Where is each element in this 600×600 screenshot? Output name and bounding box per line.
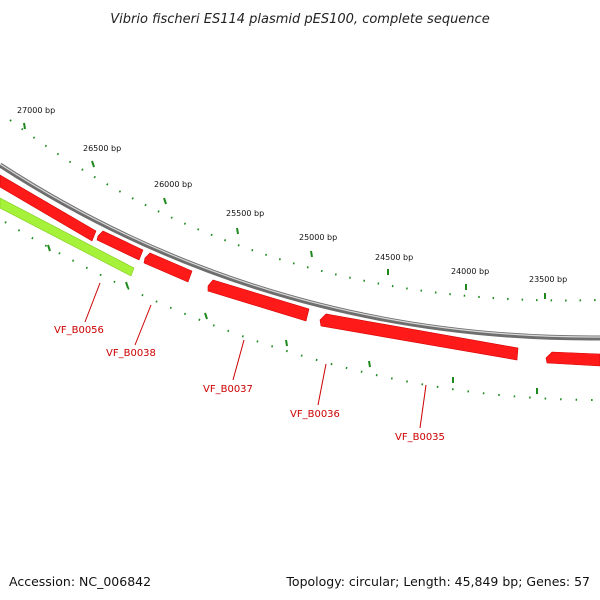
tick-label: 24500 bp (375, 253, 413, 262)
tick-label: 26000 bp (154, 180, 192, 189)
leader-line (134, 304, 152, 346)
inner-major-tick (125, 281, 129, 289)
tick-label: 25000 bp (299, 233, 337, 242)
gene-arrow-green (0, 197, 135, 277)
major-tick (236, 227, 239, 235)
gene-label: VF_B0038 (106, 348, 156, 359)
map-title: Vibrio fischeri ES114 plasmid pES100, co… (110, 12, 489, 27)
inner-major-ticks (47, 244, 538, 394)
tick-label: 27000 bp (17, 106, 55, 115)
leader-line (317, 363, 327, 406)
gene-label: VF_B0035 (395, 432, 445, 443)
gene-arrow (545, 351, 600, 367)
leader-line (419, 384, 427, 429)
gene-arrows (0, 174, 600, 367)
accession-text: Accession: NC_006842 (9, 574, 151, 589)
gene-label: VF_B0036 (290, 409, 340, 420)
outer-tick-ring (9, 119, 600, 302)
gene-arrow (143, 252, 193, 283)
major-tick (91, 160, 95, 168)
tick-label: 26500 bp (83, 144, 121, 153)
gene-leader-lines (84, 282, 427, 429)
plasmid-backbone (0, 162, 600, 341)
major-tick (23, 122, 26, 130)
gene-arrow (96, 230, 144, 261)
gene-arrow (319, 313, 519, 361)
inner-major-tick (47, 244, 51, 252)
gene-label: VF_B0056 (54, 325, 104, 336)
leader-line (232, 339, 245, 381)
major-tick (163, 197, 167, 205)
tick-label: 24000 bp (451, 267, 489, 276)
inner-major-tick (204, 312, 208, 320)
gene-arrow (0, 174, 97, 242)
major-tick (310, 250, 313, 258)
summary-text: Topology: circular; Length: 45,849 bp; G… (285, 574, 590, 589)
backbone-highlight (0, 163, 600, 338)
tick-label: 25500 bp (226, 209, 264, 218)
gene-label: VF_B0037 (203, 384, 253, 395)
tick-label: 23500 bp (529, 275, 567, 284)
gene-arrow (207, 279, 310, 322)
inner-major-tick (368, 360, 371, 368)
inner-tick-ring (4, 221, 600, 401)
inner-major-tick (285, 339, 288, 347)
leader-line (84, 282, 101, 323)
major-ticks (23, 122, 546, 299)
